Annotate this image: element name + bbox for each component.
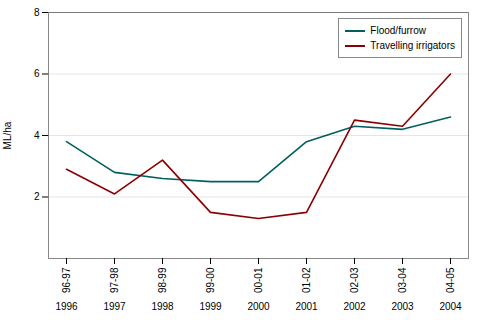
- svg-text:2002: 2002: [343, 301, 366, 312]
- svg-text:96-97: 96-97: [61, 267, 72, 293]
- svg-text:02-03: 02-03: [349, 267, 360, 293]
- svg-text:4: 4: [34, 130, 40, 141]
- svg-text:2000: 2000: [247, 301, 270, 312]
- html-text:Flood/furrow: Flood/furrow: [370, 25, 426, 36]
- svg-text:04-05: 04-05: [445, 267, 456, 293]
- svg-text:1999: 1999: [199, 301, 222, 312]
- svg-text:2004: 2004: [439, 301, 462, 312]
- svg-text:97-98: 97-98: [109, 267, 120, 293]
- svg-text:01-02: 01-02: [301, 267, 312, 293]
- svg-text:1996: 1996: [55, 301, 78, 312]
- svg-text:8: 8: [34, 7, 40, 18]
- svg-text:1997: 1997: [103, 301, 126, 312]
- svg-text:99-00: 99-00: [205, 267, 216, 293]
- svg-text:6: 6: [34, 68, 40, 79]
- svg-text:98-99: 98-99: [157, 267, 168, 293]
- svg-text:1998: 1998: [151, 301, 174, 312]
- html-text:Travelling irrigators: Travelling irrigators: [370, 40, 455, 51]
- svg-text:ML/ha: ML/ha: [2, 121, 13, 149]
- svg-text:2003: 2003: [391, 301, 414, 312]
- svg-text:00-01: 00-01: [253, 267, 264, 293]
- svg-text:03-04: 03-04: [397, 267, 408, 293]
- svg-text:2001: 2001: [295, 301, 318, 312]
- svg-text:2: 2: [34, 191, 40, 202]
